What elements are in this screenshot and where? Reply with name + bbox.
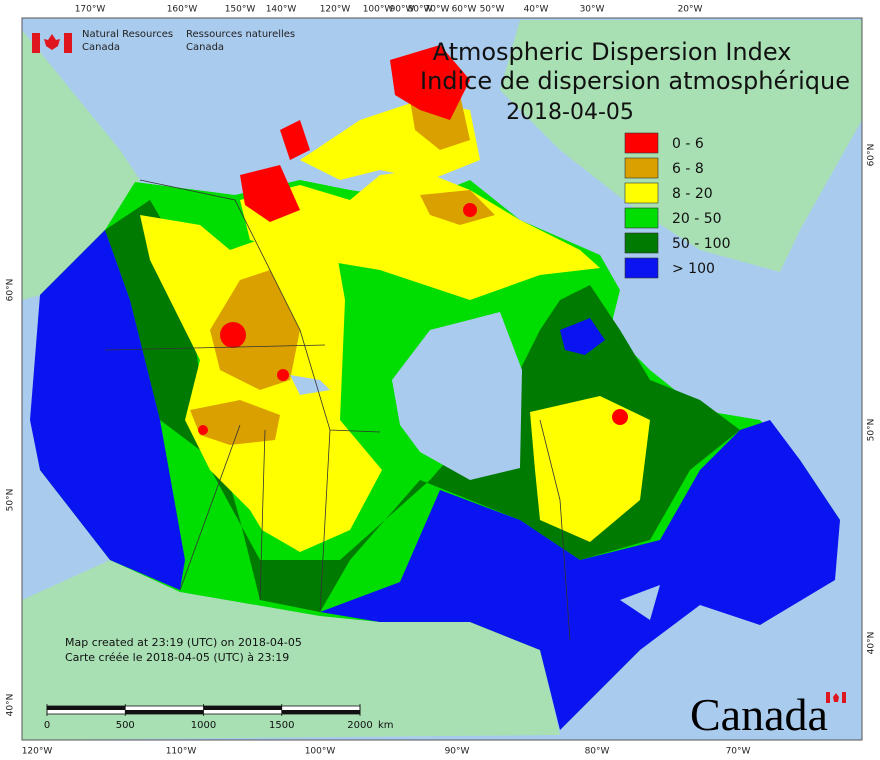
zone-0-6-banks [240, 165, 300, 222]
border [139, 179, 381, 433]
border [179, 424, 241, 591]
scale-label: 1500 [269, 720, 294, 731]
flag-bar [64, 33, 72, 53]
zone-0-6-ellesmere [390, 45, 470, 120]
scale-bar-segment [47, 706, 126, 710]
hudson-bay [392, 312, 522, 480]
zone-8-20-arctic [240, 170, 600, 300]
longitude-label: 70°W [425, 5, 450, 15]
alaska [22, 30, 140, 300]
longitude-label: 80°W [585, 747, 610, 757]
legend: 0 - 6 6 - 8 8 - 20 20 - 50 50 - 100 > 100 [624, 132, 731, 279]
longitude-label: 160°W [167, 5, 198, 15]
legend-swatch [624, 257, 659, 279]
wordmark: Canada [690, 689, 828, 740]
scale-bar-segment [281, 710, 360, 714]
wordmark-flag [842, 692, 846, 703]
legend-swatch [624, 132, 659, 154]
agency-fr: Canada [186, 42, 224, 53]
zone-0-6-spot [463, 203, 477, 217]
map-frame [22, 18, 862, 740]
border [259, 429, 266, 601]
zone-0-6-spot [220, 322, 246, 348]
longitude-label: 100°W [305, 747, 336, 757]
longitude-label: 120°W [22, 747, 53, 757]
border [319, 429, 331, 613]
longitude-label: 70°W [726, 747, 751, 757]
united-states [22, 560, 560, 740]
legend-label: 50 - 100 [672, 236, 731, 252]
zone-6-8-c [420, 190, 495, 225]
latitude-label: 50°N [6, 489, 16, 512]
latitude-label: 60°N [867, 144, 877, 167]
scale-bar: 0 500 1000 1500 2000 km [44, 704, 394, 731]
latitude-label: 40°N [6, 694, 16, 717]
zone-above-100-west [30, 230, 185, 590]
frame-border [21, 17, 863, 741]
legend-label: 8 - 20 [672, 186, 713, 202]
legend-swatch [624, 207, 659, 229]
legend-swatch [624, 182, 659, 204]
zone-0-6-spot [198, 425, 208, 435]
credit: Carte créée le 2018-04-05 (UTC) à 23:19 [65, 651, 289, 664]
scale-label: 0 [44, 720, 50, 731]
scale-label: 500 [116, 720, 135, 731]
latitude-label: 60°N [6, 279, 16, 302]
legend-label: 0 - 6 [672, 136, 704, 152]
title: Indice de dispersion atmosphérique [420, 67, 850, 95]
longitude-label: 140°W [266, 5, 297, 15]
zone-6-8-a [210, 270, 300, 390]
agency-en: Natural Resources [82, 29, 173, 40]
zone-0-6-islet [280, 120, 310, 160]
longitude-label: 100°W [363, 5, 394, 15]
title: Atmospheric Dispersion Index [433, 38, 792, 66]
longitude-label: 170°W [75, 5, 106, 15]
date: 2018-04-05 [506, 100, 634, 125]
longitude-label: 120°W [320, 5, 351, 15]
zone-0-6-spot [612, 409, 628, 425]
agency-en: Canada [82, 42, 120, 53]
scale-bar-segment [203, 706, 282, 710]
longitude-label: 90°W [445, 747, 470, 757]
longitude-label: 60°W [452, 5, 477, 15]
legend-swatch [624, 157, 659, 179]
border [104, 344, 326, 351]
legend-swatch [624, 232, 659, 254]
lake [290, 375, 330, 395]
zone-0-6-spot [277, 369, 289, 381]
scale-unit: km [378, 720, 394, 731]
longitude-label: 90°W [390, 5, 415, 15]
credit: Map created at 23:19 (UTC) on 2018-04-05 [65, 636, 302, 649]
flag-bar [32, 33, 40, 53]
wordmark-flag [826, 692, 830, 703]
scale-bar-segment [125, 710, 204, 714]
latitude-label: 40°N [867, 632, 877, 655]
scale-label: 2000 [347, 720, 372, 731]
zone-above-100-east [320, 420, 840, 730]
flag-leaf [44, 34, 60, 50]
greenland [500, 20, 862, 272]
graticule-labels: 170°W 160°W 150°W 140°W 120°W 100°W90°W80°W70… [6, 5, 877, 757]
wordmark-flag [833, 693, 839, 702]
longitude-label: 150°W [225, 5, 256, 15]
legend-label: 6 - 8 [672, 161, 704, 177]
zone-6-8-b [190, 400, 280, 445]
gulf [620, 585, 660, 620]
longitude-label: 20°W [678, 5, 703, 15]
latitude-label: 50°N [867, 419, 877, 442]
legend-label: 20 - 50 [672, 211, 722, 227]
longitude-label: 40°W [524, 5, 549, 15]
border [539, 419, 571, 641]
longitude-label: 50°W [480, 5, 505, 15]
scale-label: 1000 [191, 720, 216, 731]
longitude-label: 80°W [408, 5, 433, 15]
longitude-label: 30°W [580, 5, 605, 15]
zone-above-100-labrador [560, 318, 605, 355]
agency-fr: Ressources naturelles [186, 29, 295, 40]
longitude-label: 110°W [166, 747, 197, 757]
legend-label: > 100 [672, 261, 715, 277]
